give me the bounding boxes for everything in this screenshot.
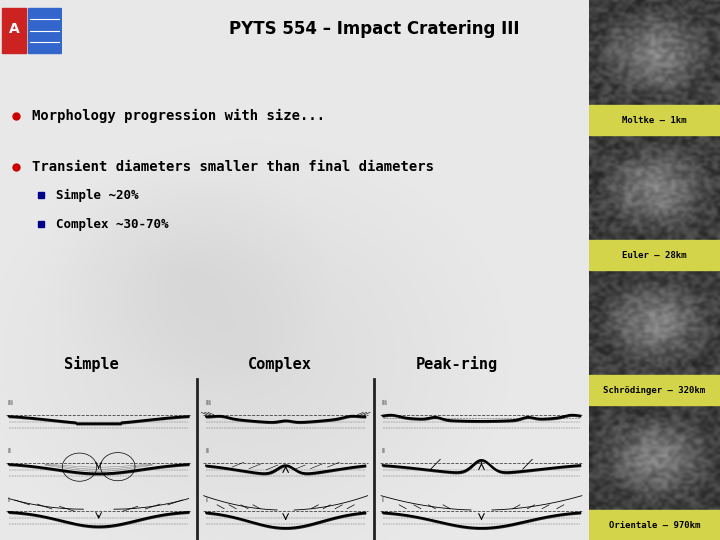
Bar xyxy=(38,192,44,198)
Text: iii: iii xyxy=(382,400,387,406)
Bar xyxy=(28,8,60,53)
Text: ii: ii xyxy=(382,449,386,455)
Text: Morphology progression with size...: Morphology progression with size... xyxy=(32,109,325,123)
Bar xyxy=(589,375,720,405)
Bar xyxy=(589,510,720,540)
Text: Simple: Simple xyxy=(64,356,119,372)
Text: iii: iii xyxy=(205,400,211,406)
Text: Euler – 28km: Euler – 28km xyxy=(622,251,687,260)
Text: Complex ~30-70%: Complex ~30-70% xyxy=(56,218,168,231)
Text: Transient diameters smaller than final diameters: Transient diameters smaller than final d… xyxy=(32,160,434,174)
Text: Schrödinger – 320km: Schrödinger – 320km xyxy=(603,386,706,395)
Text: iii: iii xyxy=(8,400,14,406)
Text: ii: ii xyxy=(8,449,12,455)
Text: Complex: Complex xyxy=(248,357,312,372)
Bar xyxy=(589,105,720,135)
Text: Orientale – 970km: Orientale – 970km xyxy=(609,521,700,530)
Text: ii: ii xyxy=(205,449,209,455)
Bar xyxy=(2,8,27,53)
Bar xyxy=(38,221,44,227)
Text: i: i xyxy=(382,497,384,503)
Text: Simple ~20%: Simple ~20% xyxy=(56,188,138,201)
Text: A: A xyxy=(9,22,19,36)
Text: PYTS 554 – Impact Cratering III: PYTS 554 – Impact Cratering III xyxy=(229,20,520,38)
Text: i: i xyxy=(8,497,9,503)
Text: Moltke – 1km: Moltke – 1km xyxy=(622,116,687,125)
Text: i: i xyxy=(205,497,207,503)
Text: Peak-ring: Peak-ring xyxy=(415,356,498,372)
Bar xyxy=(589,240,720,270)
